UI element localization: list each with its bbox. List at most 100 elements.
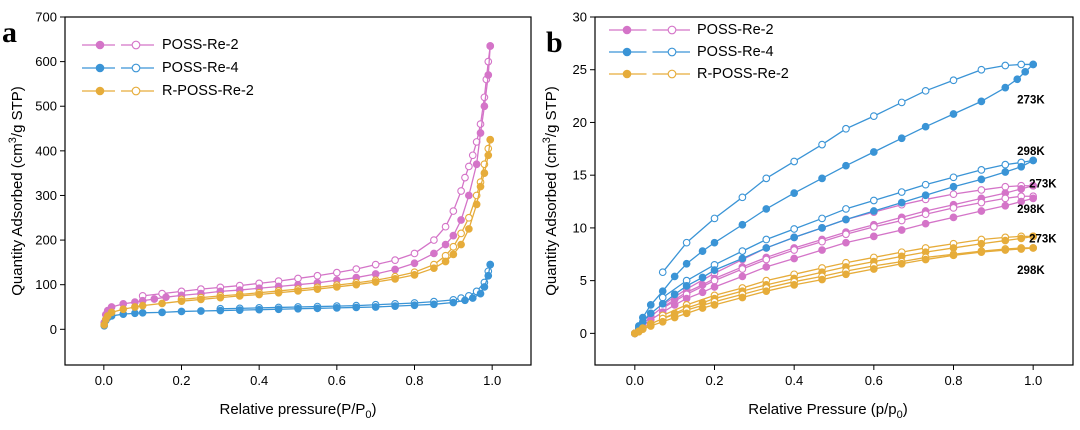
poss-re-4-273k-desorption-point	[897, 98, 906, 107]
panel-b-y-axis-title: Quantity Adsorbed (cm3/g STP)	[541, 86, 560, 296]
poss-re-4-adsorption-point	[255, 305, 264, 314]
r-poss-re-2-298k-adsorption-point	[949, 251, 958, 260]
legend-label: POSS-Re-4	[697, 44, 774, 60]
x-tick-label: 0.2	[172, 373, 190, 388]
x-tick-label: 1.0	[1024, 373, 1042, 388]
x-tick-label: 1.0	[483, 373, 501, 388]
poss-re-2-adsorption-point	[449, 231, 458, 240]
y-tick-label: 30	[573, 10, 587, 25]
poss-re-4-273k-desorption-line	[662, 63, 1034, 273]
poss-re-2-adsorption-point	[391, 265, 399, 274]
poss-re-2-desorption-point	[441, 222, 450, 231]
poss-re-4-adsorption-point	[158, 308, 166, 317]
poss-re-4-273k-adsorption-point	[921, 122, 930, 131]
temperature-annotation: 273K	[1029, 233, 1057, 245]
poss-re-4-273k-adsorption-point	[818, 174, 826, 183]
r-poss-re-2-adsorption-point	[484, 151, 493, 160]
r-poss-re-2-298k-adsorption-point	[646, 322, 655, 330]
poss-re-2-desorption-point	[352, 265, 361, 273]
panel-a-y-axis-title: Quantity Adsorbed (cm3/g STP)	[7, 86, 26, 296]
poss-re-4-adsorption-point	[274, 305, 283, 314]
poss-re-2-adsorption-point	[162, 293, 170, 302]
r-poss-re-2-273k-adsorption-point	[1029, 232, 1038, 241]
poss-re-4-298k-desorption-point	[1001, 160, 1010, 169]
poss-re-2-desorption-point	[449, 207, 458, 215]
r-poss-re-2-adsorption-point	[391, 275, 399, 283]
legend-marker-filled	[622, 69, 632, 79]
y-tick-label: 15	[573, 168, 587, 183]
poss-re-4-273k-desorption-point	[949, 76, 958, 85]
panel-b-legend: POSS-Re-2 POSS-Re-4 R-POSS-Re-2	[609, 22, 789, 82]
poss-re-4-298k-adsorption-point	[638, 317, 647, 326]
poss-re-4-298k-adsorption-point	[790, 233, 799, 242]
legend-item: POSS-Re-4	[82, 60, 239, 76]
poss-re-2-298k-adsorption-point	[897, 226, 906, 234]
poss-re-4-298k-adsorption-point	[818, 224, 826, 232]
poss-re-4-298k-adsorption-line	[634, 159, 1034, 334]
r-poss-re-2-298k-adsorption-point	[842, 270, 850, 279]
y-tick-label: 0	[580, 326, 587, 341]
panel-b-plot-frame	[594, 16, 1074, 366]
poss-re-4-298k-desorption-point	[869, 196, 878, 205]
poss-re-2-298k-adsorption-point	[682, 294, 691, 303]
poss-re-2-298k-adsorption-line	[634, 197, 1034, 334]
temperature-annotation: 273K	[1029, 179, 1057, 191]
r-poss-re-2-adsorption-point	[119, 305, 128, 314]
poss-re-4-273k-desorption-point	[682, 238, 691, 247]
poss-re-2-adsorption-point	[150, 295, 159, 303]
legend-marker-filled	[95, 63, 105, 73]
poss-re-4-273k-adsorption-point	[842, 161, 850, 170]
x-tick-label: 0.8	[405, 373, 423, 388]
r-poss-re-2-298k-adsorption-point	[738, 293, 747, 302]
poss-re-4-273k-desorption-point	[658, 268, 667, 277]
r-poss-re-2-298k-adsorption-point	[818, 275, 826, 284]
poss-re-4-adsorption-point	[294, 304, 302, 313]
r-poss-re-2-298k-desorption-line	[662, 247, 1034, 320]
legend-label: R-POSS-Re-2	[162, 83, 254, 99]
poss-re-2-298k-adsorption-point	[977, 207, 986, 215]
poss-re-2-adsorption-point	[486, 42, 495, 50]
r-poss-re-2-adsorption-point	[465, 225, 473, 233]
poss-re-2-desorption-point	[461, 173, 469, 182]
poss-re-4-adsorption-point	[352, 303, 361, 312]
r-poss-re-2-adsorption-point	[457, 240, 465, 249]
poss-re-2-298k-adsorption-point	[949, 213, 958, 222]
poss-re-4-298k-adsorption-point	[762, 244, 771, 252]
poss-re-2-298k-adsorption-point	[710, 283, 719, 291]
temperature-annotation: 298K	[1017, 204, 1045, 216]
r-poss-re-2-298k-adsorption-point	[638, 325, 647, 333]
poss-re-4-adsorption-point	[449, 298, 458, 307]
poss-re-4-298k-adsorption-point	[869, 207, 878, 215]
poss-re-4-273k-desorption-point	[738, 193, 747, 202]
poss-re-2-273k-adsorption-point	[1017, 185, 1026, 193]
poss-re-4-273k-adsorption-point	[738, 220, 747, 229]
r-poss-re-2-adsorption-point	[274, 288, 283, 297]
poss-re-2-298k-adsorption-point	[921, 219, 930, 228]
r-poss-re-2-273k-desorption-line	[662, 235, 1034, 317]
poss-re-4-273k-adsorption-point	[646, 301, 655, 309]
poss-re-2-adsorption-point	[480, 102, 489, 111]
poss-re-2-298k-desorption-point	[869, 223, 878, 231]
poss-re-4-adsorption-point	[131, 309, 139, 318]
x-tick-label: 0.2	[705, 373, 723, 388]
poss-re-2-298k-desorption-point	[790, 246, 799, 254]
poss-re-4-298k-adsorption-point	[977, 175, 986, 184]
r-poss-re-2-adsorption-point	[131, 303, 139, 311]
y-tick-label: 25	[573, 62, 587, 77]
x-tick-label: 0.0	[95, 373, 113, 388]
legend-marker-open	[667, 69, 677, 79]
r-poss-re-2-adsorption-point	[449, 250, 458, 259]
poss-re-2-273k-desorption-point	[949, 190, 958, 199]
poss-re-2-273k-adsorption-line	[634, 185, 1034, 334]
r-poss-re-2-adsorption-point	[177, 297, 186, 306]
r-poss-re-2-adsorption-point	[476, 182, 485, 191]
y-tick-label: 0	[50, 322, 57, 337]
poss-re-2-adsorption-point	[476, 129, 485, 137]
r-poss-re-2-273k-adsorption-point	[1017, 234, 1026, 243]
x-tick-label: 0.6	[865, 373, 883, 388]
poss-re-4-298k-adsorption-point	[1029, 156, 1038, 165]
poss-re-4-adsorption-point	[138, 308, 147, 317]
poss-re-2-298k-adsorption-point	[1017, 197, 1026, 206]
y-tick-label: 300	[35, 188, 57, 203]
poss-re-4-298k-adsorption-point	[698, 273, 707, 282]
